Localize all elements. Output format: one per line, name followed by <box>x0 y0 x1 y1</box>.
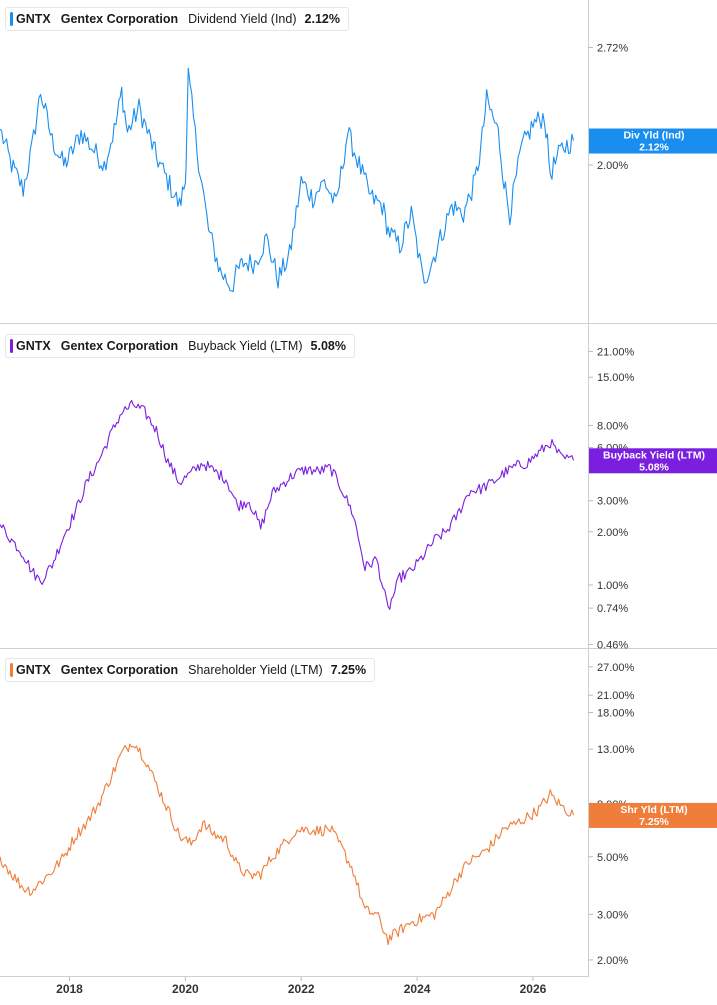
x-tick-label: 2024 <box>404 982 431 996</box>
y-tick-label: 0.74% <box>597 603 628 615</box>
metric-name: Buyback Yield (LTM) <box>188 339 303 353</box>
ticker-label: GNTX <box>16 12 51 26</box>
y-tick-label: 15.00% <box>597 372 635 384</box>
y-tick-label: 2.00% <box>597 527 628 539</box>
series-line-buyback <box>0 399 575 610</box>
y-tick-label: 3.00% <box>597 909 628 921</box>
value-flag-value: 2.12% <box>639 142 669 154</box>
y-tick-label: 2.00% <box>597 955 628 967</box>
value-flag-label: Buyback Yield (LTM) <box>603 449 705 461</box>
metric-name: Dividend Yield (Ind) <box>188 12 297 26</box>
series-line-dividend <box>0 67 575 293</box>
ticker-label: GNTX <box>16 663 51 677</box>
metric-value: 7.25% <box>330 663 367 677</box>
panel-separators <box>0 0 717 977</box>
company-name: Gentex Corporation <box>60 663 179 677</box>
metric-value: 5.08% <box>310 339 346 353</box>
value-flag-label: Div Yld (Ind) <box>623 130 684 142</box>
value-flags: Div Yld (Ind)2.12% Buyback Yield (LTM)5.0… <box>589 128 717 828</box>
legend-buyback-yield[interactable]: GNTX Gentex Corporation Buyback Yield (L… <box>5 334 355 358</box>
series-lines <box>0 67 575 946</box>
value-flag-shareholder: Shr Yld (LTM)7.25% <box>589 802 717 828</box>
y-tick-label: 2.00% <box>597 160 628 172</box>
series-color-swatch <box>10 663 13 677</box>
value-flag-label: Shr Yld (LTM) <box>620 804 687 816</box>
metric-name: Shareholder Yield (LTM) <box>188 663 323 677</box>
value-flag-bg <box>589 448 717 474</box>
y-tick-label: 0.46% <box>597 640 628 652</box>
metric-value: 2.12% <box>304 12 340 26</box>
series-line-shareholder <box>0 743 575 946</box>
company-name: Gentex Corporation <box>60 12 179 26</box>
x-tick-label: 2022 <box>288 982 315 996</box>
y-axis-ticks: 2.72%2.00%21.00%15.00%8.00%6.00%3.00%2.0… <box>588 43 635 967</box>
y-tick-label: 27.00% <box>597 662 635 674</box>
value-flag-bg <box>589 802 717 828</box>
y-tick-label: 3.00% <box>597 496 628 508</box>
y-tick-label: 2.72% <box>597 43 628 55</box>
value-flag-value: 7.25% <box>639 816 669 828</box>
company-name: Gentex Corporation <box>60 339 179 353</box>
y-tick-label: 21.00% <box>597 690 635 702</box>
y-tick-label: 8.00% <box>597 420 628 432</box>
x-axis-ticks: 2018 2020 2022 2024 2026 <box>56 977 547 996</box>
y-tick-label: 21.00% <box>597 346 635 358</box>
y-tick-label: 1.00% <box>597 580 628 592</box>
value-flag-bg <box>589 128 717 154</box>
legend-shareholder-yield[interactable]: GNTX Gentex Corporation Shareholder Yiel… <box>5 658 376 682</box>
legend-dividend-yield[interactable]: GNTX Gentex Corporation Dividend Yield (… <box>5 7 349 31</box>
x-tick-label: 2026 <box>520 982 547 996</box>
series-color-swatch <box>10 339 13 353</box>
series-color-swatch <box>10 12 13 26</box>
y-tick-label: 18.00% <box>597 708 635 720</box>
y-tick-label: 13.00% <box>597 744 635 756</box>
value-flag-value: 5.08% <box>639 461 669 473</box>
value-flag-dividend: Div Yld (Ind)2.12% <box>589 128 717 154</box>
x-tick-label: 2020 <box>172 982 199 996</box>
y-tick-label: 5.00% <box>597 852 628 864</box>
ticker-label: GNTX <box>16 339 51 353</box>
x-tick-label: 2018 <box>56 982 83 996</box>
value-flag-buyback: Buyback Yield (LTM)5.08% <box>589 448 717 474</box>
